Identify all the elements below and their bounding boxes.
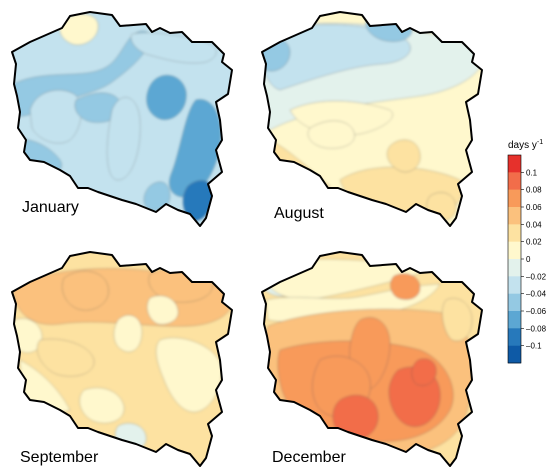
trend-region [332, 395, 379, 440]
trend-region [113, 314, 143, 353]
trend-region [29, 90, 82, 144]
trend-region [146, 75, 187, 120]
trend-region [390, 273, 421, 300]
map-label-august: August [274, 205, 324, 222]
colorbar-tick-label: –0.06 [526, 307, 547, 316]
map-label-december: December [272, 449, 346, 466]
trend-region [155, 337, 223, 413]
colorbar-title-main: days y [508, 140, 537, 151]
colorbar-tick-label: 0.04 [526, 220, 542, 229]
colorbar-cells [508, 155, 521, 364]
map-panel-january: January [11, 11, 233, 227]
colorbar-cell [508, 328, 521, 346]
colorbar-cell [508, 172, 521, 190]
map-panel-august: August [261, 11, 483, 227]
colorbar-tick-label: –0.1 [526, 342, 542, 351]
map-label-september: September [20, 449, 99, 466]
colorbar-cell [508, 276, 521, 294]
colorbar-cell [508, 224, 521, 242]
colorbar-legend: days y-1 0.1 0.08 0.06 0.04 0.02 0 –0.02 –0.04 –… [507, 139, 547, 364]
colorbar-title: days y-1 [508, 139, 543, 151]
trend-region [411, 358, 437, 386]
colorbar-tick-label: –0.08 [526, 324, 547, 333]
trend-region [36, 338, 95, 377]
trend-region [387, 139, 421, 173]
colorbar-tick-label: 0 [526, 255, 531, 264]
colorbar-cell [508, 311, 521, 329]
colorbar-tick-label: 0.1 [526, 168, 538, 177]
colorbar-tick-label: 0.06 [526, 203, 542, 212]
map-label-january: January [22, 199, 79, 216]
colorbar-cell [508, 345, 521, 364]
trend-region [307, 120, 355, 149]
trend-region [106, 97, 141, 181]
trend-region [442, 298, 473, 342]
colorbar-tick-label: –0.02 [526, 272, 547, 281]
colorbar-tick-label: 0.08 [526, 186, 542, 195]
colorbar-tick-label: –0.04 [526, 290, 547, 299]
colorbar-ticks: 0.1 0.08 0.06 0.04 0.02 0 –0.02 –0.04 –0.06 –0.08… [521, 168, 547, 351]
trend-region [262, 24, 411, 91]
trend-region [147, 295, 179, 325]
map-panel-december: December [261, 251, 483, 467]
colorbar-cell [508, 155, 521, 173]
map-panel-september: September [11, 251, 233, 467]
trend-region [182, 180, 215, 222]
trend-region [62, 270, 109, 311]
colorbar-cell [508, 293, 521, 312]
trend-region [79, 387, 125, 424]
colorbar-cell [508, 207, 521, 225]
colorbar-cell [508, 241, 521, 260]
colorbar-cell [508, 189, 521, 208]
colorbar-tick-label: 0.02 [526, 238, 542, 247]
colorbar-title-exponent: -1 [537, 139, 543, 146]
colorbar-cell [508, 259, 521, 277]
